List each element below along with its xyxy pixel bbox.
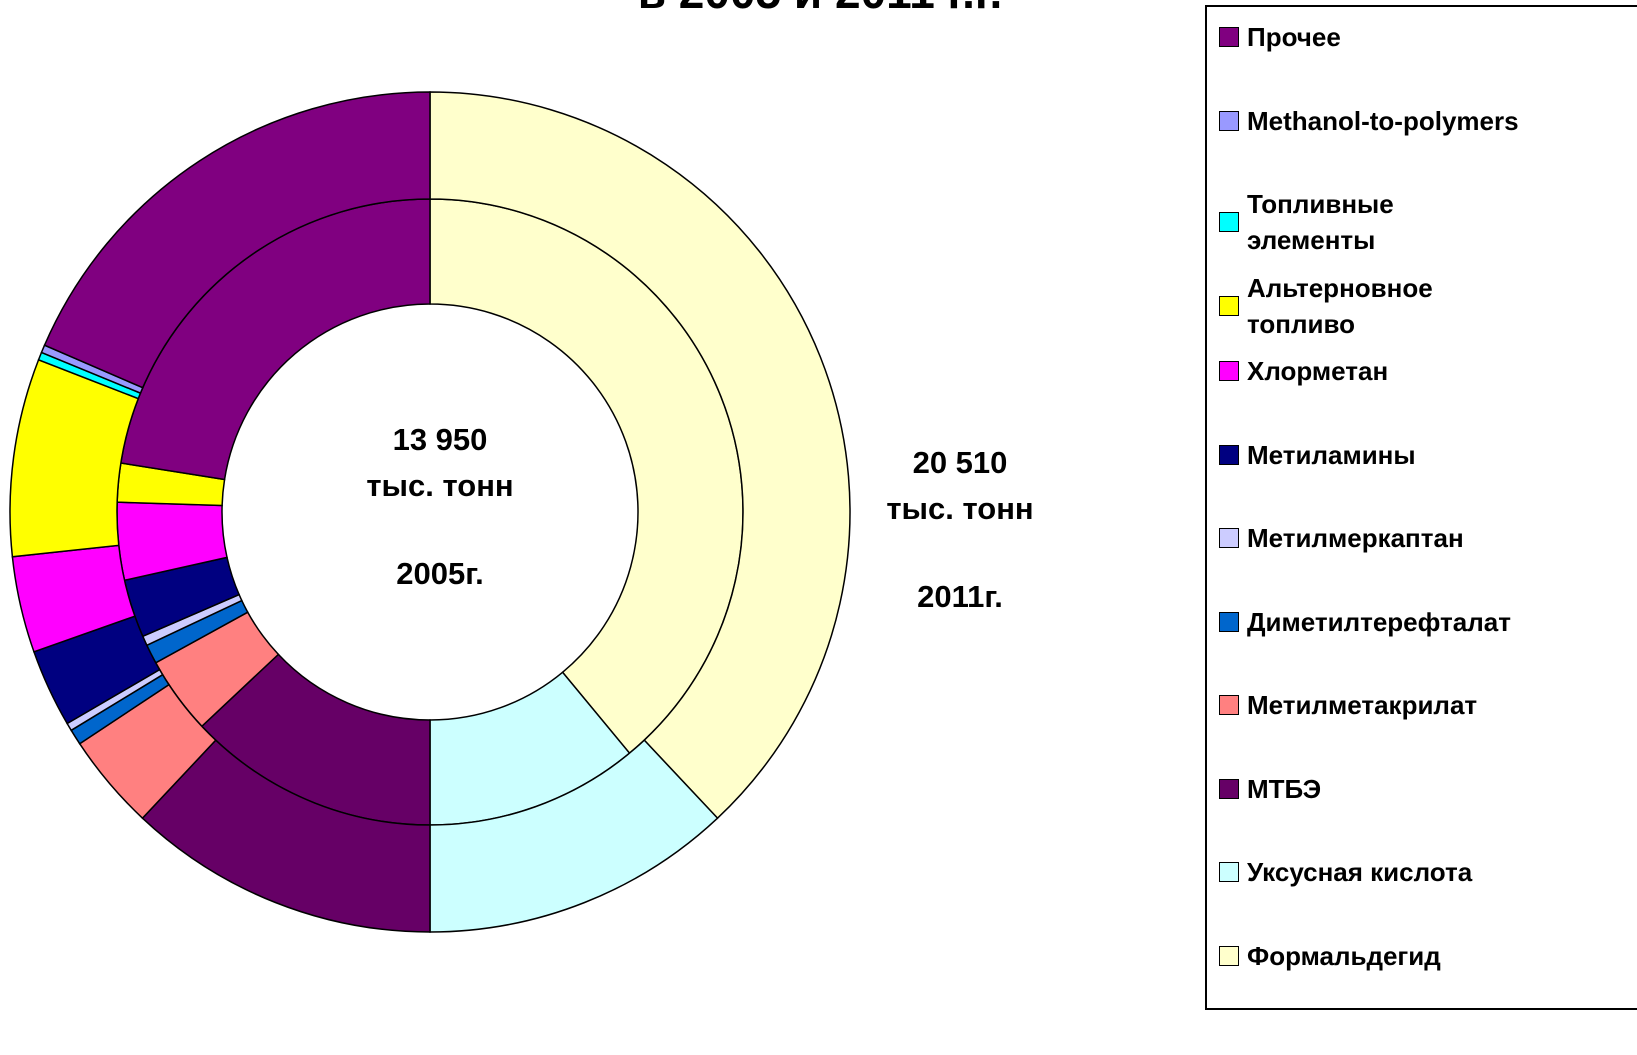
legend-swatch (1219, 110, 1239, 131)
legend-label: Диметилтерефталат (1247, 606, 1511, 637)
legend-item: Уксусная кислота (1219, 854, 1472, 890)
series-total: тыс. тонн (886, 491, 1033, 526)
legend-swatch (1219, 611, 1239, 632)
legend-item: Метилметакрилат (1219, 687, 1477, 723)
legend-swatch (1219, 695, 1239, 715)
legend-label: Альтерновное топливо (1247, 272, 1433, 339)
legend-label: Methanol-to-polymers (1247, 105, 1519, 136)
legend-swatch (1219, 862, 1239, 882)
chart-title: в 2005 и 2011 г.г. (638, 0, 1002, 18)
legend-label: Метилметакрилат (1247, 690, 1478, 720)
legend-swatch (1219, 295, 1239, 316)
legend-swatch (1219, 778, 1239, 799)
legend-label: Прочее (1247, 22, 1341, 52)
legend-item: Топливные элементы (1219, 186, 1394, 258)
legend-item: МТБЭ (1219, 771, 1321, 807)
donut-segment (429, 91, 851, 820)
legend-swatch (1219, 945, 1239, 966)
legend-label: Хлорметан (1247, 356, 1389, 386)
legend-item: Methanol-to-polymers (1219, 103, 1519, 139)
legend: Прочее Methanol-to-polymers Топливные элем… (1205, 5, 1637, 1010)
legend-item: Хлорметан (1219, 353, 1388, 389)
legend-swatch (1219, 444, 1239, 465)
series-total: тыс. тонн (366, 468, 513, 503)
legend-label: Формальдегид (1247, 940, 1441, 971)
series-total: 20 510 (913, 445, 1008, 480)
legend-label: Метиламины (1247, 439, 1416, 470)
chart: в 2005 и 2011 г.г. 13 950 тыс. тонн 2005г.… (9, 0, 1034, 933)
series-name: 2011г. (917, 579, 1003, 614)
legend-item: Диметилтерефталат (1219, 604, 1511, 640)
legend-label: Метилмеркаптан (1247, 523, 1464, 553)
legend-item: Метилмеркаптан (1219, 520, 1464, 556)
legend-item: Альтерновное топливо (1219, 270, 1433, 342)
series-name: 2005г. (396, 556, 483, 591)
legend-swatch (1219, 361, 1239, 381)
donut-segment (43, 91, 431, 389)
legend-label: Уксусная кислота (1247, 857, 1473, 887)
legend-swatch (1219, 27, 1239, 47)
legend-label: МТБЭ (1247, 773, 1322, 804)
legend-item: Метиламины (1219, 437, 1416, 473)
legend-swatch (1219, 528, 1239, 548)
legend-label: Топливные элементы (1247, 189, 1394, 255)
legend-swatch (1219, 212, 1239, 232)
legend-item: Прочее (1219, 19, 1341, 55)
series-total: 13 950 (393, 422, 488, 457)
legend-item: Формальдегид (1219, 938, 1441, 974)
